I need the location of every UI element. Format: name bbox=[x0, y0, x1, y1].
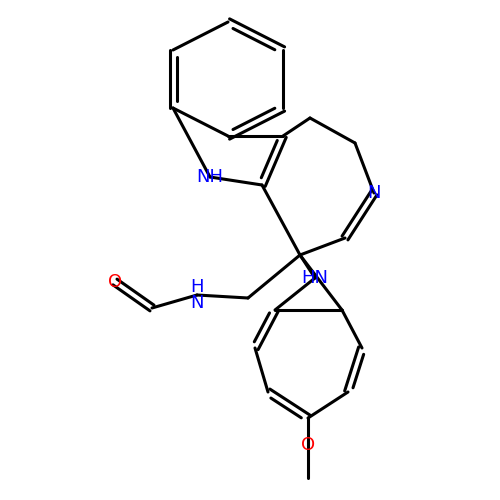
Text: N: N bbox=[367, 184, 381, 202]
Text: O: O bbox=[301, 436, 315, 454]
Text: HN: HN bbox=[302, 269, 328, 287]
Text: O: O bbox=[108, 273, 122, 291]
Text: NH: NH bbox=[196, 168, 224, 186]
Text: N: N bbox=[190, 294, 204, 312]
Text: H: H bbox=[190, 278, 204, 296]
